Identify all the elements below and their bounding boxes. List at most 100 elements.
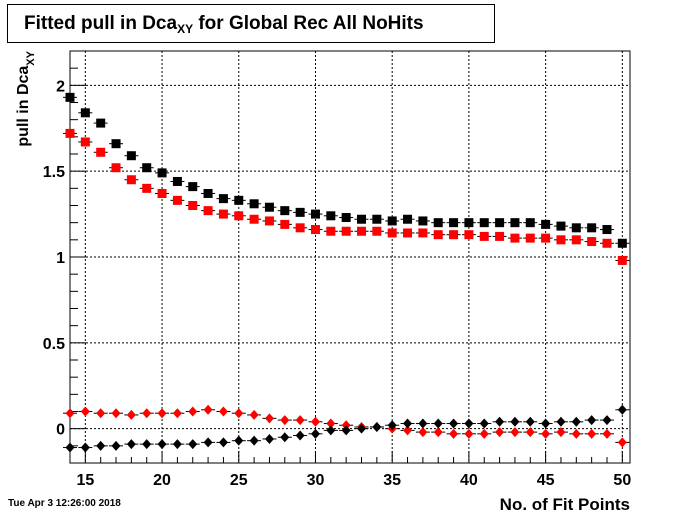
data-point-diamond [203,404,213,415]
y-axis-label: pull in DcaXY [15,50,37,146]
data-point-diamond [172,408,182,419]
x-tick-label: 15 [76,472,94,489]
data-point-diamond [218,406,228,417]
data-point-square [433,230,443,240]
data-point-diamond [295,430,305,441]
data-point-diamond [510,427,520,438]
data-point-square [111,139,121,149]
data-point-diamond [556,416,566,427]
data-point-square [326,226,336,236]
data-point-diamond [203,437,213,448]
data-point-diamond [264,413,274,424]
data-point-square [96,118,106,128]
data-point-diamond [218,437,228,448]
data-point-diamond [464,428,474,439]
y-axis-label-subscript: XY [25,50,37,65]
data-point-square [495,218,505,228]
data-point-square [341,213,351,223]
data-point-square [172,195,182,205]
data-point-square [617,255,627,265]
data-point-diamond [96,408,106,419]
data-point-square [403,214,413,224]
data-point-diamond [418,427,428,438]
data-point-square [249,214,259,224]
y-axis-label-group: pull in DcaXY [15,50,37,146]
data-point-diamond [495,427,505,438]
chart-title-box: Fitted pull in DcaXY for Global Rec All … [7,4,495,43]
y-tick-label: 1 [56,250,65,267]
data-point-square [571,235,581,245]
x-tick-label: 30 [307,472,325,489]
data-point-diamond [571,416,581,427]
data-point-square [387,216,397,226]
data-point-diamond [264,433,274,444]
data-point-square [218,209,228,219]
data-point-square [203,188,213,198]
data-point-square [479,218,489,228]
data-point-diamond [111,408,121,419]
x-tick-label: 20 [153,472,171,489]
y-tick-label: 1.5 [43,164,65,181]
y-tick-label: 2 [56,78,65,95]
data-point-diamond [541,418,551,429]
x-axis-label: No. of Fit Points [500,495,630,514]
chart-title: Fitted pull in DcaXY for Global Rec All … [8,13,424,36]
data-point-square [587,223,597,233]
data-point-square [541,219,551,229]
data-point-diamond [433,427,443,438]
data-point-square [218,194,228,204]
data-point-square [357,214,367,224]
data-point-diamond [65,408,75,419]
data-point-diamond [387,420,397,431]
data-point-square [525,218,535,228]
data-point-square [464,218,474,228]
data-point-diamond [433,418,443,429]
data-point-square [495,231,505,241]
data-point-diamond [541,428,551,439]
x-tick-label: 25 [230,472,248,489]
data-point-square [449,218,459,228]
data-point-square [449,230,459,240]
data-point-diamond [188,439,198,450]
data-point-diamond [556,427,566,438]
data-point-diamond [96,440,106,451]
data-point-square [157,168,167,178]
data-point-square [418,216,428,226]
data-point-square [249,199,259,209]
data-point-square [126,151,136,161]
data-point-diamond [234,408,244,419]
data-point-diamond [510,416,520,427]
data-point-diamond [126,439,136,450]
data-marks [63,92,630,453]
timestamp: Tue Apr 3 12:26:00 2018 [8,498,121,509]
data-point-square [418,228,428,238]
data-point-square [295,207,305,217]
data-point-square [310,225,320,235]
data-point-square [372,226,382,236]
data-point-square [280,206,290,216]
data-point-square [525,233,535,243]
data-point-square [541,233,551,243]
data-point-square [203,206,213,216]
data-point-square [510,233,520,243]
data-point-diamond [495,416,505,427]
x-tick-label: 35 [383,472,401,489]
data-point-square [341,226,351,236]
data-point-square [188,182,198,192]
data-point-square [602,238,612,248]
data-point-diamond [234,435,244,446]
data-point-diamond [295,415,305,426]
data-point-square [310,209,320,219]
data-point-square [479,231,489,241]
data-point-square [157,188,167,198]
data-point-square [372,214,382,224]
data-point-diamond [126,409,136,420]
data-point-square [326,211,336,221]
data-point-square [464,230,474,240]
data-point-diamond [464,418,474,429]
data-point-diamond [617,404,627,415]
data-point-diamond [142,439,152,450]
data-point-diamond [525,416,535,427]
data-point-diamond [403,425,413,436]
